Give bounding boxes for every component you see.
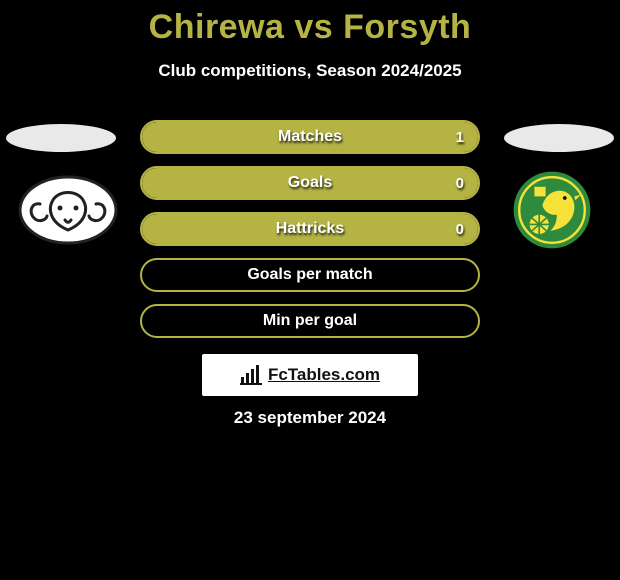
branding-link[interactable]: FcTables.com [202,354,418,396]
canary-icon [502,170,602,250]
stat-row: Goals 0 [140,166,480,200]
stat-value: 0 [456,168,464,198]
stat-row: Matches 1 [140,120,480,154]
page-title: Chirewa vs Forsyth [0,0,620,47]
stat-row: Min per goal [140,304,480,338]
player-left-oval [6,124,116,152]
bar-chart-icon [240,365,262,385]
date-text: 23 september 2024 [0,408,620,428]
subtitle: Club competitions, Season 2024/2025 [0,61,620,81]
stat-label: Goals [142,168,478,198]
stats-container: Matches 1 Goals 0 Hattricks 0 Goals per … [140,120,480,350]
stat-label: Matches [142,122,478,152]
crest-right [502,170,602,250]
stat-value: 1 [456,122,464,152]
stat-label: Min per goal [142,306,478,336]
stat-label: Hattricks [142,214,478,244]
stat-row: Hattricks 0 [140,212,480,246]
stat-value: 0 [456,214,464,244]
branding-text: FcTables.com [268,365,380,385]
stat-label: Goals per match [142,260,478,290]
stat-row: Goals per match [140,258,480,292]
player-right-oval [504,124,614,152]
ram-icon [18,170,118,250]
crest-left [18,170,118,250]
